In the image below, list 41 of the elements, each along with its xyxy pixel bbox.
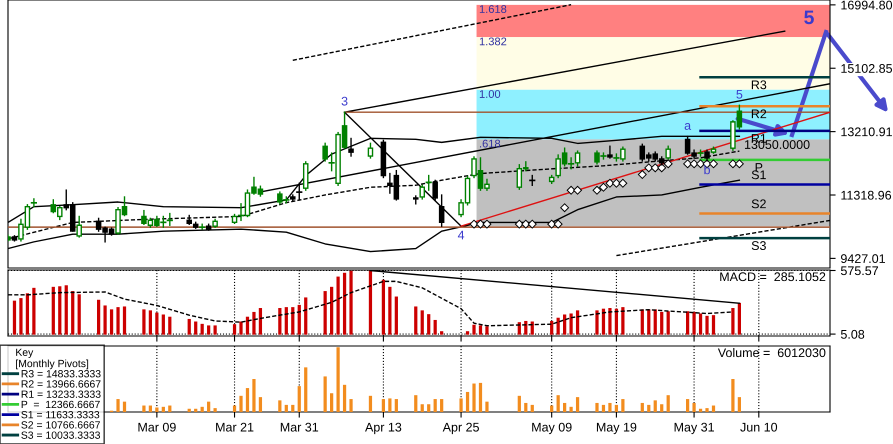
legend-label: R2 = 13966.6667 — [22, 380, 101, 388]
y-tick-label: 5.08 — [840, 330, 864, 339]
legend-title: Key [Monthly Pivots] — [16, 348, 88, 370]
annotation: S1 — [752, 170, 766, 180]
y-tick-label: 11318.96 — [841, 190, 892, 200]
band-label: 1.382 — [480, 37, 506, 46]
y-tick-label: 575.57 — [840, 266, 878, 276]
y-tick-label: 16994.80 — [841, 0, 892, 10]
annotation: MACD = 285.1052 — [720, 272, 826, 282]
x-tick-label: Mar 21 — [216, 422, 254, 432]
band-label: .618 — [480, 140, 500, 148]
x-tick-label: Mar 09 — [138, 422, 176, 432]
annotation: P — [756, 163, 762, 172]
y-tick-label: 9427.01 — [841, 254, 885, 264]
x-tick-label: Apr 13 — [365, 422, 402, 434]
band-label: 1.00 — [480, 90, 500, 98]
legend-label: P = 12366.6667 — [22, 400, 100, 408]
annotation: 3 — [342, 96, 348, 106]
legend-label: S3 = 10033.3333 — [21, 431, 100, 439]
annotation: a — [684, 123, 692, 130]
legend-label: R1 = 13233.3333 — [22, 390, 101, 398]
y-tick-label: 15102.85 — [841, 64, 892, 73]
x-tick-label: Mar 31 — [280, 422, 318, 432]
annotation: 4 — [458, 230, 464, 240]
annotation: S3 — [752, 241, 766, 250]
x-tick-label: May 31 — [674, 422, 714, 434]
x-tick-label: Apr 25 — [442, 422, 479, 434]
legend-label: S1 = 11633.3333 — [21, 410, 100, 418]
x-tick-label: May 19 — [596, 422, 636, 434]
x-tick-label: Jun 10 — [740, 422, 778, 432]
annotation: Volume = 6012030 — [718, 348, 826, 358]
annotation: 5 — [804, 10, 814, 24]
annotation: b — [704, 165, 710, 174]
legend-label: R3 = 14833.3333 — [22, 370, 101, 378]
y-tick-label: 13210.91 — [841, 127, 892, 136]
annotation: S2 — [752, 199, 766, 208]
annotation: 5 — [736, 90, 742, 99]
x-tick-label: May 09 — [532, 422, 572, 434]
legend-label: S2 = 10766.6667 — [21, 421, 100, 429]
band-label: 1.618 — [480, 5, 506, 14]
annotation: R3 — [752, 80, 766, 90]
